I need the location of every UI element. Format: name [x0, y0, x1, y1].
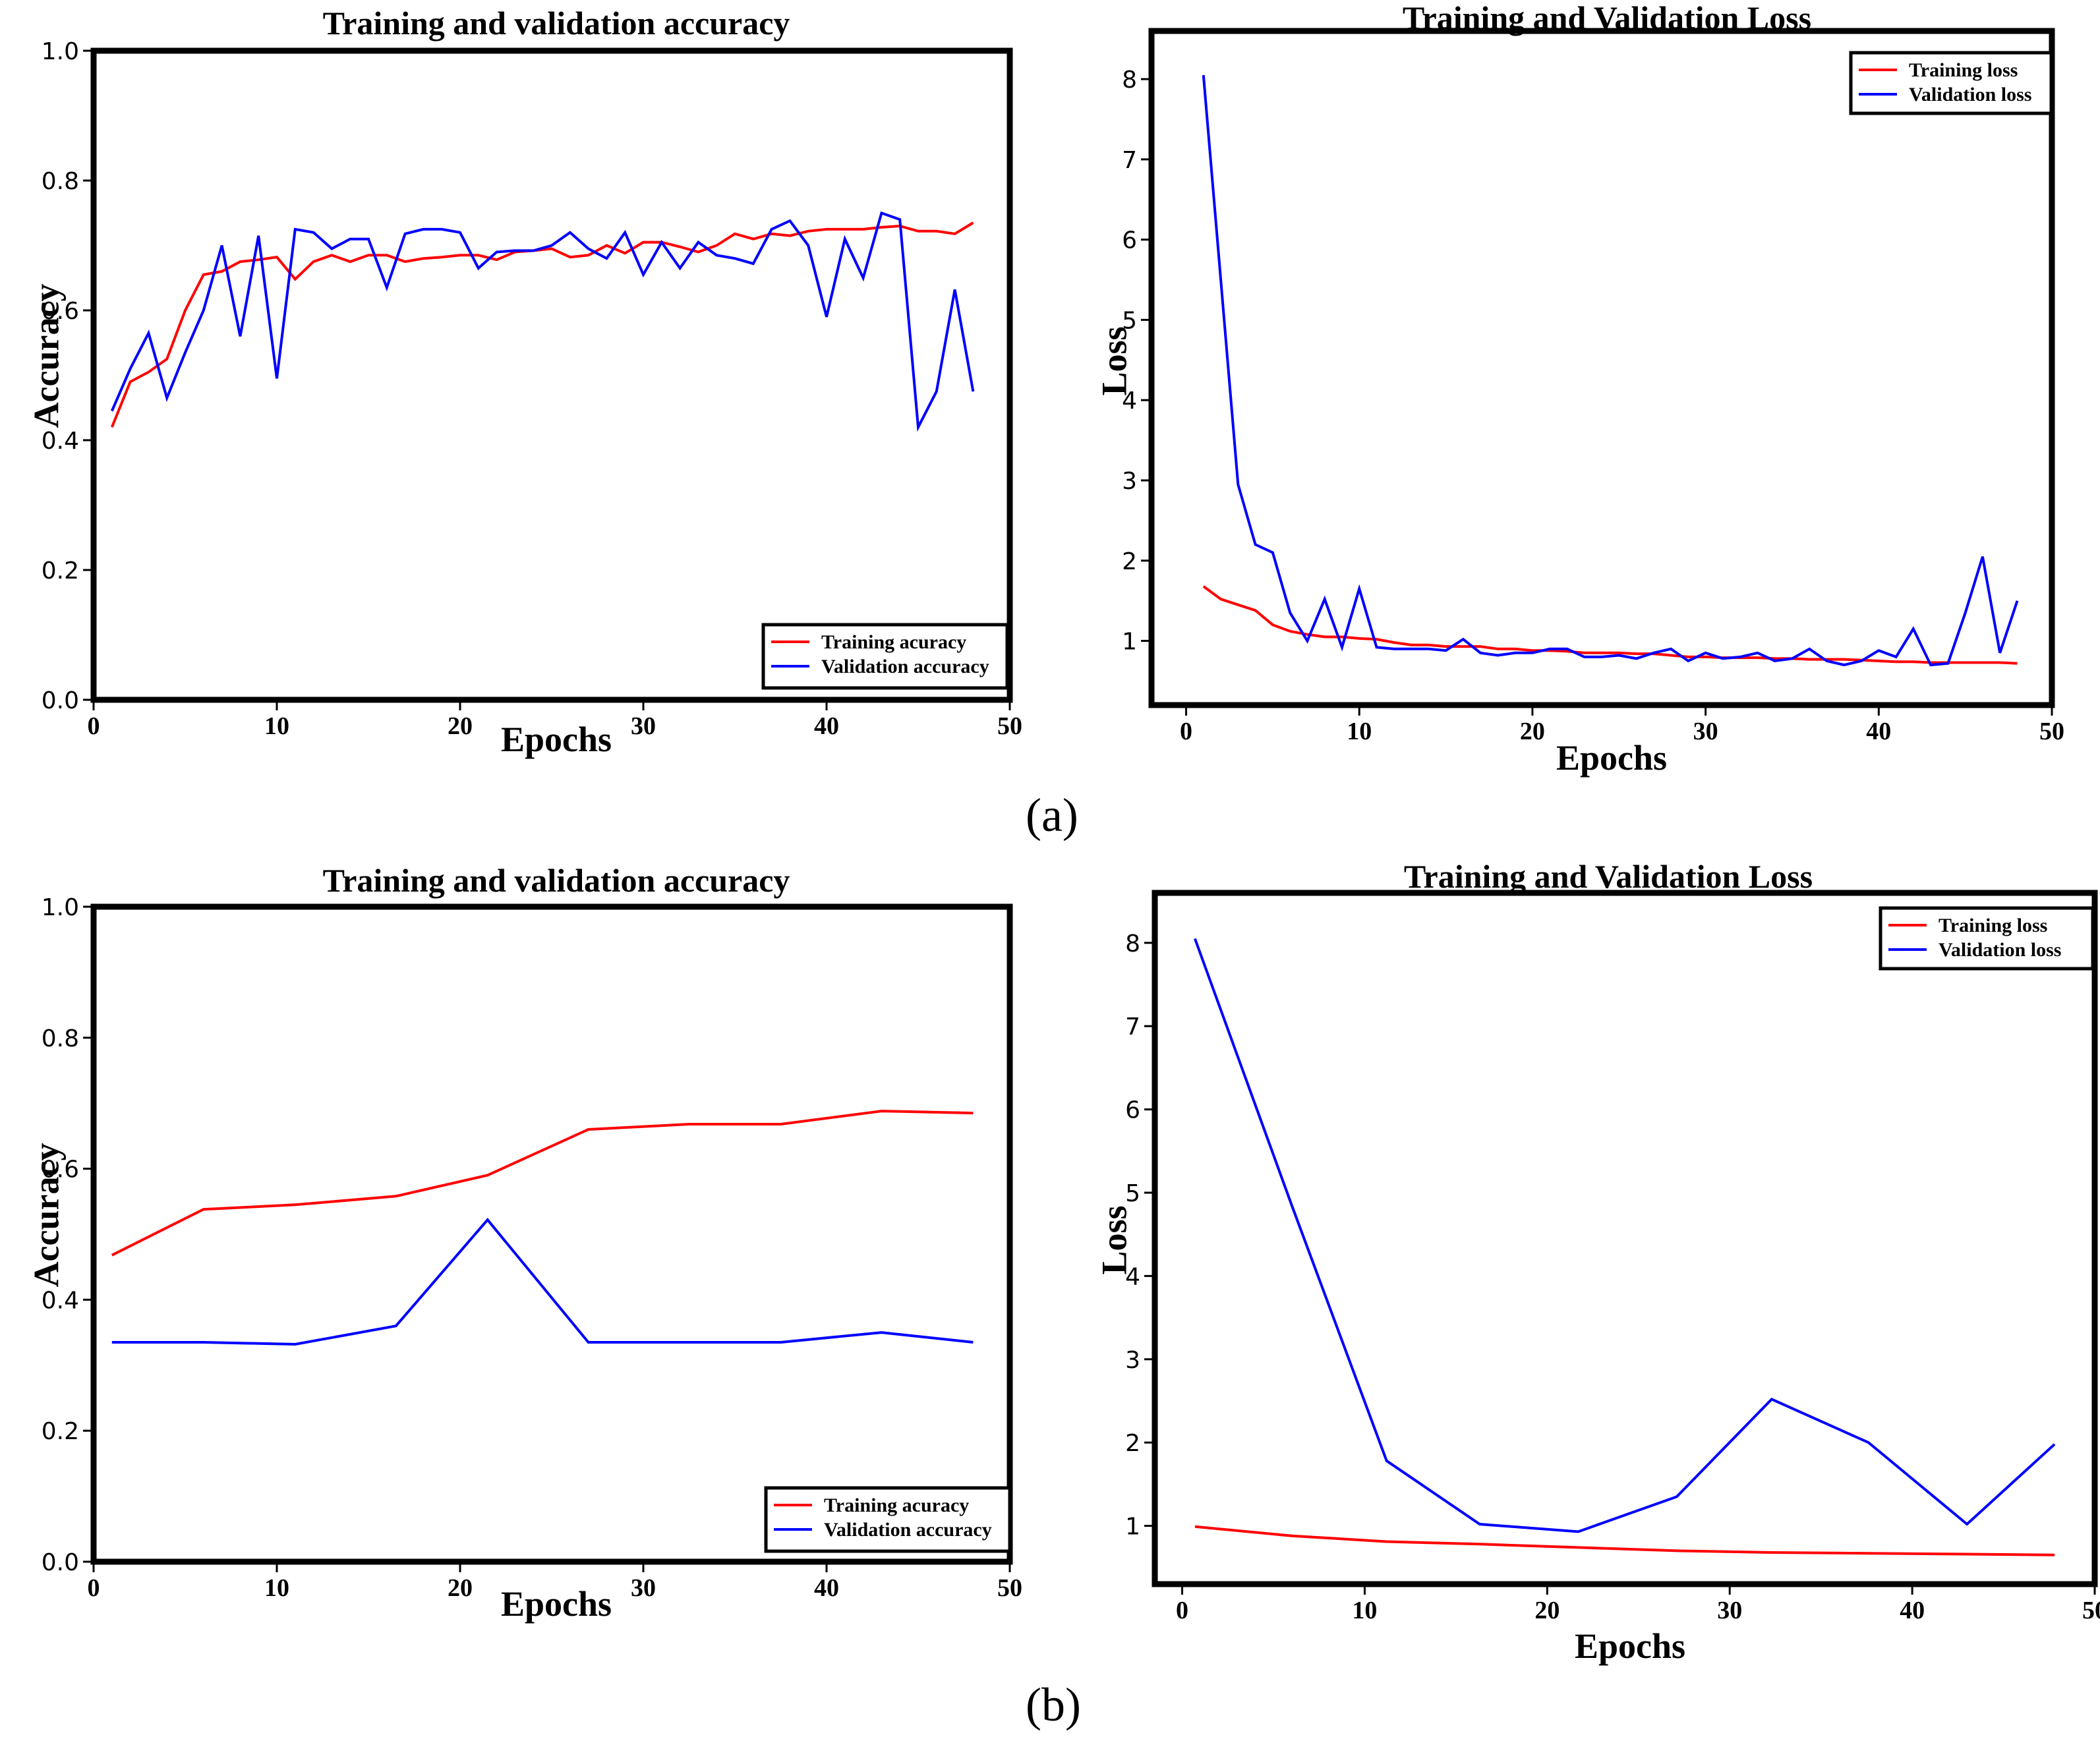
x-tick-label: 40	[814, 712, 839, 740]
y-tick-label: 0.6	[42, 1156, 79, 1183]
legend-box	[761, 623, 1009, 690]
y-tick-label: 1	[1125, 1514, 1140, 1541]
chart-title: Training and validation accuracy	[323, 5, 790, 42]
y-tick-label: 2	[1125, 1430, 1140, 1457]
y-axis-label: Loss	[1094, 1205, 1134, 1274]
y-tick-label: 6	[1125, 1097, 1140, 1124]
legend-validation-label: Validation accuracy	[824, 1519, 992, 1541]
legend-box	[1879, 906, 2095, 971]
training-series-line	[1194, 1525, 2055, 1556]
legend-validation-label: Validation accuracy	[821, 656, 989, 677]
y-tick-label: 5	[1125, 1180, 1140, 1207]
y-tick-label: 0.6	[42, 298, 79, 325]
y-tick-label: 1	[1122, 629, 1137, 656]
x-tick-label: 20	[448, 712, 473, 740]
training-series-line	[110, 221, 974, 428]
legend-box	[764, 1486, 1012, 1553]
x-tick-label: 10	[1352, 1597, 1377, 1624]
y-tick-label: 1.0	[42, 894, 79, 921]
x-axis-label: Epochs	[1556, 738, 1667, 778]
legend: Training acuracy Validation accuracy	[764, 1486, 1012, 1553]
plot-frame	[1148, 28, 2055, 708]
x-tick-label: 20	[448, 1574, 473, 1602]
legend-training-label: Training acuracy	[824, 1495, 969, 1516]
y-tick-label: 0.8	[42, 1025, 79, 1052]
legend-box	[1849, 51, 2053, 115]
y-tick-label: 8	[1122, 67, 1137, 94]
validation-series-line	[110, 211, 975, 432]
x-tick-label: 10	[264, 712, 289, 740]
y-tick-label: 0.2	[42, 557, 79, 584]
y-tick-label: 6	[1122, 227, 1137, 254]
y-tick-label: 8	[1125, 930, 1140, 957]
x-tick-label: 40	[1900, 1597, 1925, 1624]
y-tick-label: 4	[1125, 1263, 1140, 1290]
x-tick-label: 10	[264, 1574, 289, 1602]
legend: Training acuracy Validation accuracy	[761, 623, 1009, 690]
y-tick-label: 2	[1122, 548, 1137, 575]
chart-b-accuracy: Training and validation accuracy 0 10 20 30 4…	[26, 862, 1022, 1624]
legend: Training loss Validation loss	[1879, 906, 2095, 971]
y-tick-label: 5	[1122, 307, 1137, 334]
y-axis-label: Accuracy	[26, 284, 66, 428]
x-tick-label: 0	[1180, 718, 1192, 745]
y-tick-label: 0.0	[42, 1549, 79, 1576]
legend-validation-label: Validation loss	[1909, 84, 2031, 105]
x-tick-label: 40	[814, 1574, 839, 1602]
legend: Training loss Validation loss	[1849, 51, 2053, 115]
x-tick-label: 30	[1717, 1597, 1742, 1624]
legend-training-label: Training acuracy	[821, 631, 966, 653]
x-tick-label: 20	[1534, 1597, 1560, 1624]
x-tick-label: 50	[2082, 1597, 2100, 1624]
y-tick-label: 0.8	[42, 168, 79, 195]
x-tick-label: 30	[1693, 718, 1718, 745]
y-tick-label: 0.4	[42, 428, 79, 455]
plot-frame	[1152, 890, 2098, 1587]
y-tick-label: 0.2	[42, 1418, 79, 1445]
y-tick-label: 3	[1125, 1347, 1140, 1374]
chart-a-loss: Training and Validation Loss 0 10 20 30 40 50 1…	[1094, 0, 2064, 778]
x-axis-label: Epochs	[501, 1584, 612, 1624]
x-tick-label: 0	[88, 1574, 100, 1602]
x-tick-label: 40	[1866, 718, 1891, 745]
x-tick-label: 0	[88, 712, 100, 740]
y-tick-label: 0.4	[42, 1287, 79, 1314]
chart-b-loss: Training and Validation Loss 0 10 20 30 40 50 1…	[1094, 858, 2100, 1666]
x-tick-label: 10	[1347, 718, 1372, 745]
training-series-line	[111, 1110, 974, 1257]
panel-label-b: (b)	[1026, 1678, 1081, 1731]
plot-frame	[90, 903, 1013, 1565]
legend-training-label: Training loss	[1939, 915, 2047, 936]
x-tick-label: 30	[631, 712, 656, 740]
y-tick-label: 7	[1125, 1013, 1140, 1040]
validation-series-line	[111, 1217, 974, 1346]
x-tick-label: 20	[1520, 718, 1545, 745]
panel-label-a: (a)	[1026, 789, 1078, 841]
validation-series-line	[1202, 74, 2019, 667]
y-tick-label: 1.0	[42, 38, 79, 65]
chart-a-accuracy: Training and validation accuracy 0 10 20 30 4…	[26, 5, 1022, 759]
y-tick-label: 0.0	[42, 687, 79, 714]
x-tick-label: 50	[2039, 718, 2064, 745]
plot-frame	[90, 47, 1013, 703]
y-tick-label: 7	[1122, 147, 1137, 174]
validation-series-line	[1194, 938, 2056, 1533]
x-axis-label: Epochs	[1575, 1626, 1685, 1666]
legend-validation-label: Validation loss	[1939, 939, 2061, 961]
chart-title: Training and validation accuracy	[323, 862, 790, 899]
y-tick-label: 4	[1122, 387, 1137, 414]
x-axis-label: Epochs	[501, 720, 612, 759]
x-tick-label: 30	[631, 1574, 656, 1602]
x-tick-label: 50	[997, 712, 1022, 740]
chart-title: Training and Validation Loss	[1404, 858, 1813, 895]
legend-training-label: Training loss	[1909, 59, 2018, 81]
chart-title: Training and Validation Loss	[1403, 0, 1811, 36]
y-axis-label: Accuracy	[26, 1143, 66, 1288]
x-tick-label: 50	[997, 1574, 1022, 1602]
x-tick-label: 0	[1176, 1597, 1188, 1624]
y-axis-label: Loss	[1094, 326, 1134, 395]
y-tick-label: 3	[1122, 468, 1137, 495]
